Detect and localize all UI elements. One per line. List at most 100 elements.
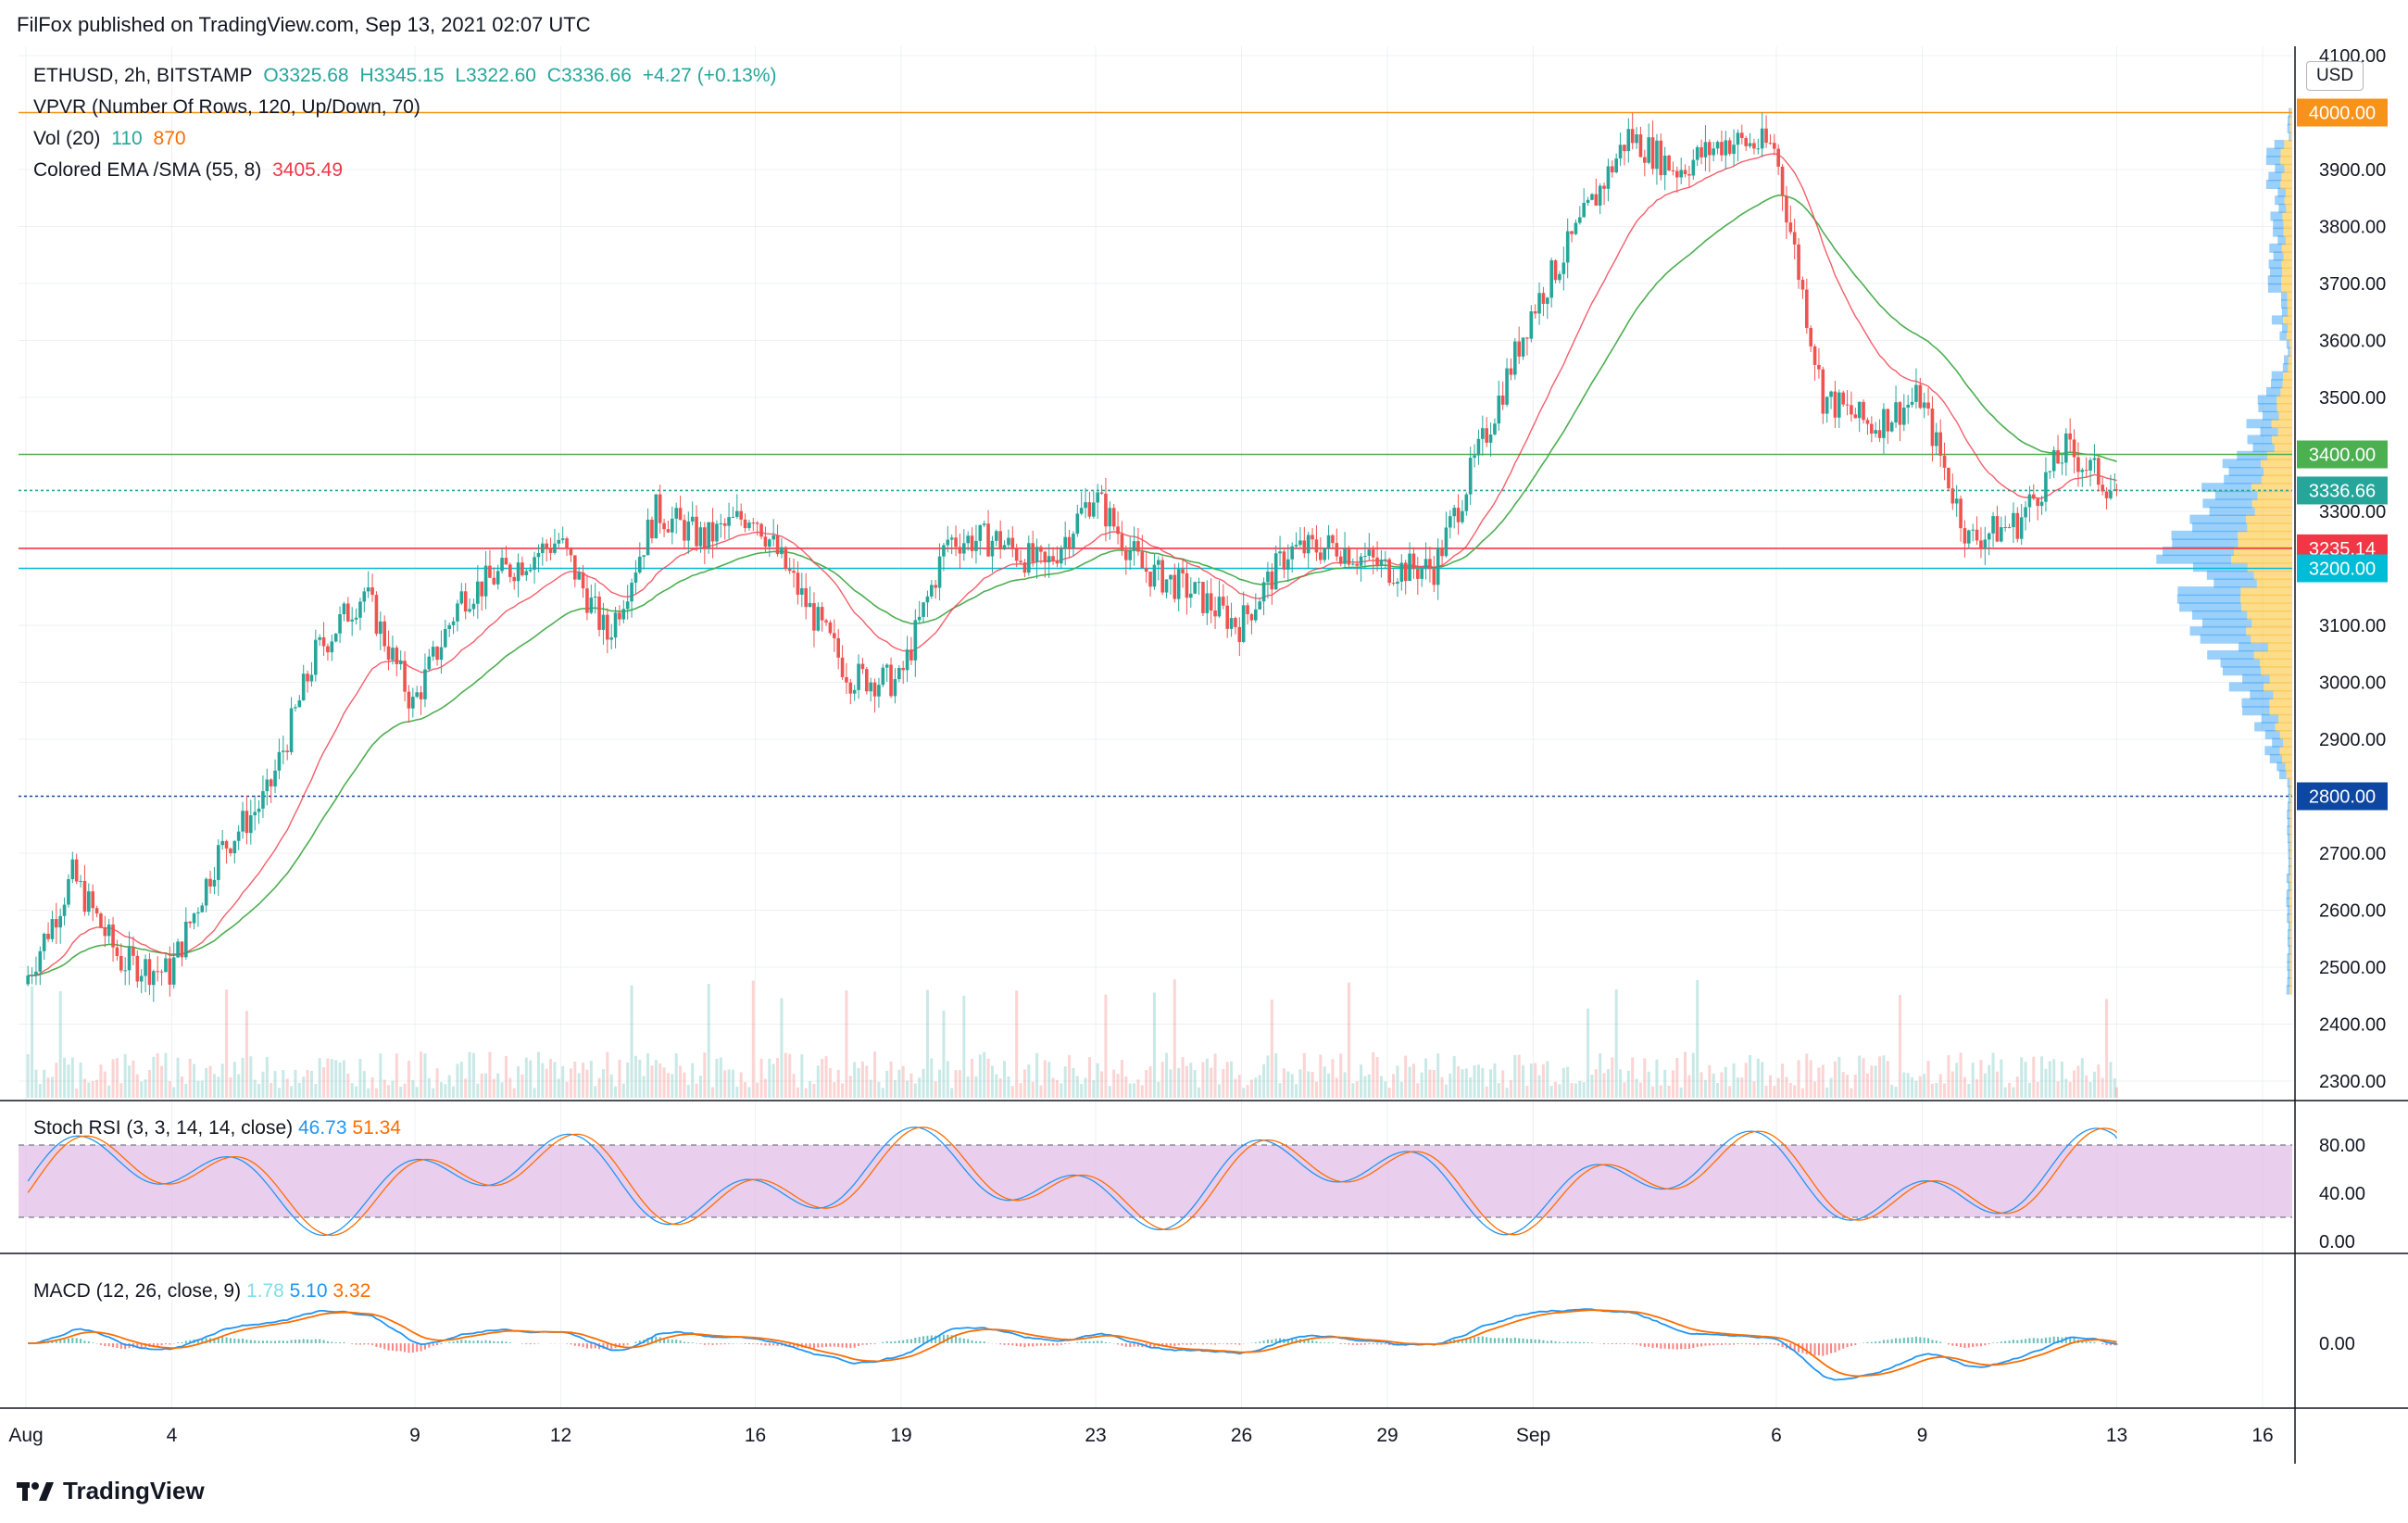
volume-bar bbox=[1911, 1076, 1914, 1098]
candle-body bbox=[1160, 560, 1164, 593]
vpvr-up-bar bbox=[2191, 610, 2248, 620]
volume-bar bbox=[1522, 1064, 1525, 1098]
vpvr-up-bar bbox=[2237, 450, 2268, 460]
volume-bar bbox=[196, 1080, 200, 1098]
macd-tick-label: 0.00 bbox=[2319, 1334, 2355, 1354]
vpvr-down-bar bbox=[2261, 474, 2292, 485]
macd-hist-bar bbox=[1230, 1343, 1233, 1345]
candle-body bbox=[852, 689, 857, 694]
candle-body bbox=[1488, 434, 1493, 443]
candle-body bbox=[451, 621, 456, 625]
macd-hist-bar bbox=[55, 1340, 57, 1343]
vpvr-down-bar bbox=[2289, 777, 2292, 787]
macd-hist-bar bbox=[1984, 1343, 1987, 1346]
candle-body bbox=[1975, 529, 1979, 541]
candle-body bbox=[379, 621, 383, 635]
volume-bar bbox=[1805, 1053, 1809, 1098]
volume-bar bbox=[95, 1079, 99, 1098]
macd-hist-bar bbox=[578, 1343, 581, 1347]
macd-hist-bar bbox=[488, 1340, 491, 1343]
vpvr-up-bar bbox=[2272, 737, 2284, 748]
candle-body bbox=[1865, 420, 1870, 424]
symbol-legend[interactable]: ETHUSD, 2h, BITSTAMP O3325.68 H3345.15 L… bbox=[33, 65, 782, 87]
volume-bar bbox=[1623, 1082, 1626, 1098]
macd-hist-bar bbox=[747, 1343, 750, 1345]
macd-hist-bar bbox=[1007, 1343, 1010, 1345]
macd-hist-bar bbox=[1651, 1343, 1654, 1348]
vpvr-down-bar bbox=[2290, 793, 2292, 803]
candle-body bbox=[1148, 572, 1152, 587]
volume-bar bbox=[318, 1058, 321, 1098]
macd-hist-bar bbox=[416, 1343, 419, 1353]
ema-legend[interactable]: Colored EMA /SMA (55, 8) 3405.49 bbox=[33, 159, 348, 182]
volume-bar bbox=[1716, 1083, 1720, 1098]
volume-bar bbox=[1862, 1058, 1865, 1098]
volume-bar bbox=[909, 1073, 913, 1098]
volume-legend[interactable]: Vol (20) 110 870 bbox=[33, 128, 192, 150]
macd-hist-bar bbox=[1080, 1341, 1083, 1343]
volume-bar bbox=[1546, 1061, 1549, 1098]
macd-hist-bar bbox=[2085, 1341, 2088, 1343]
volume-bar bbox=[1311, 1072, 1314, 1098]
price-tick-label: 3700.00 bbox=[2319, 274, 2386, 295]
time-tick-label: 6 bbox=[1771, 1425, 1782, 1446]
time-tick-label: 13 bbox=[2106, 1425, 2127, 1446]
vpvr-down-bar bbox=[2281, 275, 2292, 285]
tradingview-footer[interactable]: TradingView bbox=[17, 1477, 205, 1505]
macd-hist-bar bbox=[772, 1343, 775, 1346]
vpvr-up-bar bbox=[2288, 786, 2290, 796]
volume-bar bbox=[1971, 1063, 1975, 1098]
macd-hist-bar bbox=[634, 1341, 637, 1343]
macd-hist-bar bbox=[1914, 1336, 1917, 1343]
vpvr-down-bar bbox=[2279, 746, 2292, 756]
price-label-box bbox=[2297, 440, 2388, 469]
macd-hist-bar bbox=[322, 1340, 325, 1343]
volume-bar bbox=[1809, 1060, 1812, 1098]
volume-bar bbox=[1930, 1083, 1934, 1098]
stoch-k-value: 46.73 bbox=[297, 1117, 347, 1139]
vpvr-down-bar bbox=[2282, 211, 2292, 221]
currency-selector[interactable]: USD bbox=[2306, 61, 2364, 91]
candle-body bbox=[427, 656, 432, 670]
volume-bar bbox=[812, 1084, 816, 1098]
macd-hist-bar bbox=[1214, 1343, 1217, 1345]
time-tick-label: 16 bbox=[2251, 1425, 2273, 1446]
macd-hist-bar bbox=[205, 1338, 207, 1343]
candle-body bbox=[386, 646, 391, 661]
volume-bar bbox=[881, 1088, 884, 1098]
volume-bar bbox=[1696, 979, 1699, 1098]
candle-body bbox=[1963, 528, 1967, 544]
candle-body bbox=[1116, 526, 1120, 535]
vpvr-legend[interactable]: VPVR (Number Of Rows, 120, Up/Down, 70) bbox=[33, 96, 426, 119]
candle-body bbox=[573, 555, 577, 580]
candle-body bbox=[1319, 552, 1323, 560]
volume-bar bbox=[873, 1051, 877, 1098]
candle-body bbox=[58, 915, 62, 928]
volume-bar bbox=[1643, 1058, 1647, 1098]
volume-bar bbox=[2003, 1087, 2007, 1098]
macd-hist-bar bbox=[870, 1343, 872, 1344]
volume-bar bbox=[1525, 1085, 1529, 1098]
candle-body bbox=[447, 624, 451, 629]
stoch-legend[interactable]: Stoch RSI (3, 3, 14, 14, close) 46.73 51… bbox=[33, 1117, 401, 1139]
macd-legend[interactable]: MACD (12, 26, close, 9) 1.78 5.10 3.32 bbox=[33, 1280, 370, 1303]
volume-bar bbox=[302, 1076, 306, 1098]
candle-body bbox=[524, 571, 529, 575]
candle-body bbox=[1914, 384, 1918, 402]
candle-body bbox=[1800, 280, 1805, 290]
chart-canvas[interactable]: 4100.004000.003900.003800.003700.003600.… bbox=[0, 46, 2408, 1464]
price-tick-label: 3100.00 bbox=[2319, 616, 2386, 636]
macd-hist-bar bbox=[861, 1343, 864, 1345]
vpvr-up-bar bbox=[2287, 801, 2290, 812]
volume-bar bbox=[1295, 1084, 1298, 1098]
vpvr-up-bar bbox=[2286, 897, 2290, 907]
volume-bar bbox=[1797, 1060, 1800, 1098]
candle-body bbox=[1809, 327, 1812, 346]
vpvr-up-bar bbox=[2214, 578, 2257, 588]
volume-bar bbox=[70, 1057, 74, 1098]
volume-bar bbox=[695, 1083, 698, 1098]
candle-body bbox=[1533, 311, 1537, 314]
volume-bar bbox=[1165, 1052, 1169, 1098]
volume-bar bbox=[642, 1076, 646, 1098]
volume-bar bbox=[50, 1076, 54, 1098]
